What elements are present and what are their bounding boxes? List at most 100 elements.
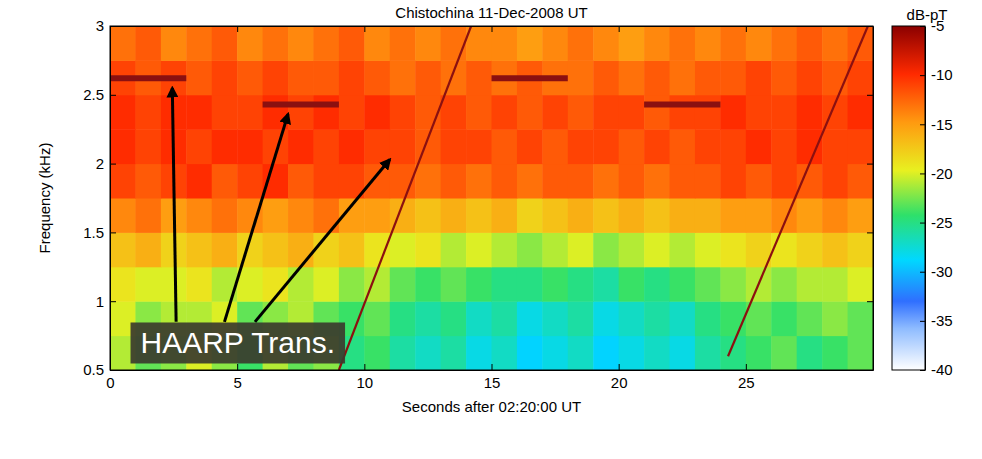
cell	[670, 129, 696, 164]
cell	[390, 336, 416, 370]
tick-label: 15	[484, 374, 501, 391]
tone	[644, 101, 720, 107]
cell	[822, 60, 848, 95]
cell	[110, 26, 136, 61]
tick-label: -30	[931, 263, 953, 280]
cell	[593, 198, 619, 233]
cell	[644, 129, 670, 164]
cell	[568, 267, 594, 302]
tick-mark	[492, 364, 493, 370]
cell	[237, 95, 263, 130]
cell	[670, 60, 696, 95]
cell	[364, 26, 390, 61]
cell	[441, 95, 467, 130]
tone	[492, 75, 568, 81]
cell	[517, 198, 543, 233]
cell	[135, 95, 161, 130]
tick-mark	[867, 95, 873, 96]
cell	[771, 301, 797, 336]
cell	[492, 26, 518, 61]
cell	[848, 129, 873, 164]
annotation-arrow	[224, 114, 288, 322]
cell	[339, 267, 365, 302]
cell	[695, 95, 721, 130]
tick	[867, 164, 873, 165]
tick	[867, 232, 873, 233]
cell	[110, 232, 136, 267]
cell	[517, 26, 543, 61]
tick-mark	[746, 364, 747, 370]
colorbar: -5-10-15-20-25-30-35-40dB-pT	[892, 6, 953, 378]
cell	[797, 26, 823, 61]
cell	[364, 336, 390, 370]
tick-label: 10	[356, 374, 373, 391]
title: Chistochina 11-Dec-2008 UT	[395, 4, 587, 21]
cell	[644, 60, 670, 95]
cell	[797, 267, 823, 302]
cell	[466, 336, 492, 370]
cell	[466, 232, 492, 267]
tick-mark	[110, 164, 116, 165]
tick-label: 20	[611, 374, 628, 391]
cell	[364, 301, 390, 336]
cell	[593, 129, 619, 164]
cell	[110, 129, 136, 164]
tick-label: 5	[233, 374, 241, 391]
tick: 1.5	[83, 224, 116, 241]
cell	[313, 267, 339, 302]
cell	[542, 336, 568, 370]
cell	[415, 336, 441, 370]
cell	[313, 198, 339, 233]
cell	[466, 129, 492, 164]
cell	[644, 198, 670, 233]
cell	[492, 267, 518, 302]
cell	[720, 60, 746, 95]
cell	[492, 95, 518, 130]
tick: 5	[233, 364, 241, 391]
annotation-box	[131, 322, 346, 363]
cell	[339, 60, 365, 95]
cell	[771, 164, 797, 199]
x-axis-title: Seconds after 02:20:00 UT	[402, 398, 581, 415]
cell	[288, 164, 314, 199]
annotation-label: HAARP Trans.	[141, 326, 336, 359]
tick: 20	[611, 364, 628, 391]
cell	[441, 267, 467, 302]
cell	[135, 129, 161, 164]
cell	[720, 198, 746, 233]
cell	[415, 267, 441, 302]
annotations: HAARP Trans.	[131, 88, 390, 364]
cell	[593, 26, 619, 61]
tick-mark	[746, 26, 747, 32]
cell	[822, 198, 848, 233]
tick	[364, 26, 365, 32]
cell	[619, 26, 645, 61]
cell	[619, 301, 645, 336]
cell	[517, 232, 543, 267]
cell	[670, 232, 696, 267]
cell	[797, 95, 823, 130]
cell	[263, 232, 289, 267]
cell	[441, 198, 467, 233]
cell	[848, 198, 873, 233]
cell	[110, 164, 136, 199]
cell	[695, 164, 721, 199]
cell	[797, 60, 823, 95]
tick-label: 0.5	[83, 361, 104, 378]
cell	[517, 267, 543, 302]
cell	[644, 336, 670, 370]
cell	[568, 232, 594, 267]
cell	[339, 26, 365, 61]
cell	[720, 267, 746, 302]
cell	[568, 164, 594, 199]
cell	[339, 232, 365, 267]
tick	[237, 26, 238, 32]
tick: 2.5	[83, 86, 116, 103]
cell	[517, 129, 543, 164]
tick: 10	[356, 364, 373, 391]
cells	[110, 26, 873, 370]
cell	[492, 232, 518, 267]
cell	[364, 198, 390, 233]
cell	[593, 301, 619, 336]
tick-label: 0	[106, 374, 114, 391]
